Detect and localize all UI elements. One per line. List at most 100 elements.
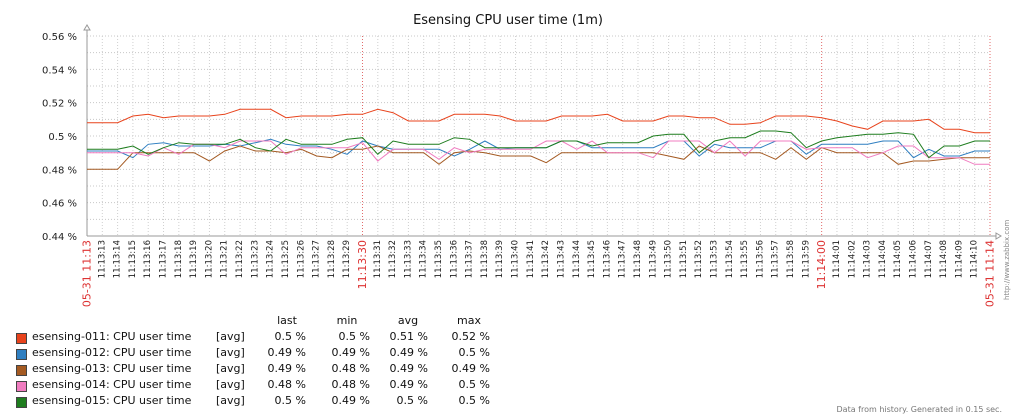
y-tick-label: 0.5 %: [48, 132, 77, 143]
y-tick-label: 0.48 %: [42, 165, 77, 176]
x-tick-label: 11:13:38: [480, 240, 490, 278]
legend-series-avg: 0.49 %: [389, 362, 428, 375]
legend-series-last: 0.49 %: [267, 362, 306, 375]
y-tick-label: 0.44 %: [42, 232, 77, 243]
legend-swatch: [16, 397, 27, 408]
chart-title: Esensing CPU user time (1m): [413, 13, 603, 28]
x-tick-label: 11:13:24: [266, 240, 276, 278]
legend-series-func: [avg]: [216, 378, 245, 391]
legend-series-func: [avg]: [216, 330, 245, 343]
x-tick-label: 11:14:07: [924, 240, 934, 278]
legend-series-min: 0.5 %: [338, 330, 370, 343]
x-tick-label: 11:13:32: [388, 240, 398, 278]
x-tick-label: 11:13:33: [403, 240, 413, 278]
x-tick-label: 11:13:34: [419, 240, 429, 278]
legend-series-name: esensing-015: CPU user time: [32, 394, 192, 407]
legend-series-avg: 0.49 %: [389, 378, 428, 391]
legend-swatch: [16, 381, 27, 392]
legend-series-name: esensing-012: CPU user time: [32, 346, 192, 359]
x-tick-label: 11:14:08: [939, 240, 949, 278]
legend-series-name: esensing-011: CPU user time: [32, 330, 192, 343]
x-tick-label: 11:13:54: [725, 240, 735, 278]
y-tick-label: 0.46 %: [42, 199, 77, 210]
legend-row-esensing-013: esensing-013: CPU user time [avg] 0.49 %…: [10, 362, 530, 378]
legend-series-min: 0.49 %: [331, 394, 370, 407]
x-tick-label: 11:14:02: [847, 240, 857, 278]
x-tick-label: 11:14:06: [908, 240, 918, 278]
legend-series-min: 0.48 %: [331, 378, 370, 391]
x-tick-label: 11:13:13: [97, 240, 107, 278]
legend-row-esensing-014: esensing-014: CPU user time [avg] 0.48 %…: [10, 378, 530, 394]
x-tick-label: 11:14:09: [954, 240, 964, 278]
series-line-esensing-012: [87, 138, 990, 159]
legend-swatch: [16, 333, 27, 344]
x-tick-label: 11:13:35: [434, 240, 444, 278]
x-tick-label: 11:13:59: [801, 240, 811, 278]
x-tick-label: 11:13:27: [312, 240, 322, 278]
x-tick-label: 11:13:23: [250, 240, 260, 278]
legend-series-avg: 0.5 %: [396, 394, 428, 407]
x-tick-label: 11:13:31: [373, 240, 383, 278]
x-tick-label: 11:13:53: [710, 240, 720, 278]
x-tick-label: 11:13:47: [618, 240, 628, 278]
legend-series-name: esensing-013: CPU user time: [32, 362, 192, 375]
x-tick-label: 11:13:39: [495, 240, 505, 278]
x-tick-label: 11:13:37: [465, 240, 475, 278]
x-tick-label: 11:14:00: [815, 240, 828, 289]
x-tick-label: 11:14:10: [970, 240, 980, 278]
x-tick-label: 05-31 11:14: [984, 240, 997, 307]
legend-series-func: [avg]: [216, 362, 245, 375]
y-tick-label: 0.56 %: [42, 32, 77, 43]
series-line-esensing-014: [87, 140, 990, 165]
legend-series-max: 0.5 %: [458, 378, 490, 391]
legend-series-max: 0.5 %: [458, 394, 490, 407]
legend-series-func: [avg]: [216, 346, 245, 359]
legend-header: last min avg max: [10, 314, 530, 330]
x-tick-label: 11:13:36: [449, 240, 459, 278]
legend-header-avg: avg: [397, 314, 419, 327]
x-tick-label: 11:13:43: [556, 240, 566, 278]
legend-row-esensing-011: esensing-011: CPU user time [avg] 0.5 % …: [10, 330, 530, 346]
series-line-esensing-015: [87, 130, 990, 159]
x-tick-label: 11:13:16: [143, 240, 153, 278]
legend-series-last: 0.5 %: [274, 394, 306, 407]
legend-header-last: last: [277, 314, 297, 327]
x-tick-label: 11:14:04: [878, 240, 888, 278]
legend-series-max: 0.5 %: [458, 346, 490, 359]
x-axis-arrow: [995, 232, 1002, 240]
legend-series-max: 0.49 %: [451, 362, 490, 375]
legend-swatch: [16, 365, 27, 376]
legend-header-min: min: [336, 314, 358, 327]
x-tick-label: 11:13:52: [694, 240, 704, 278]
x-tick-label: 11:13:56: [755, 240, 765, 278]
x-tick-label: 11:13:44: [572, 240, 582, 278]
legend-row-esensing-015: esensing-015: CPU user time [avg] 0.5 % …: [10, 394, 530, 410]
x-tick-label: 11:13:41: [526, 240, 536, 278]
legend-series-min: 0.49 %: [331, 346, 370, 359]
x-tick-label: 11:13:55: [740, 240, 750, 278]
x-tick-label: 11:14:05: [893, 240, 903, 278]
legend-header-max: max: [457, 314, 481, 327]
y-tick-label: 0.54 %: [42, 65, 77, 76]
legend-series-max: 0.52 %: [451, 330, 490, 343]
x-tick-label: 05-31 11:13: [81, 240, 94, 307]
generation-footer: Data from history. Generated in 0.15 sec…: [836, 405, 1002, 414]
legend-series-avg: 0.51 %: [389, 330, 428, 343]
x-tick-label: 11:13:42: [541, 240, 551, 278]
x-tick-label: 11:13:15: [128, 240, 138, 278]
legend-series-func: [avg]: [216, 394, 245, 407]
legend-series-last: 0.48 %: [267, 378, 306, 391]
legend-swatch: [16, 349, 27, 360]
legend-series-name: esensing-014: CPU user time: [32, 378, 192, 391]
x-tick-label: 11:13:19: [189, 240, 199, 278]
x-tick-label: 11:13:49: [648, 240, 658, 278]
x-tick-label: 11:13:45: [587, 240, 597, 278]
legend-series-avg: 0.49 %: [389, 346, 428, 359]
x-tick-label: 11:13:50: [664, 240, 674, 278]
x-tick-label: 11:13:40: [511, 240, 521, 278]
legend: last min avg max esensing-011: CPU user …: [10, 314, 530, 410]
x-tick-label: 11:13:20: [204, 240, 214, 278]
legend-series-last: 0.5 %: [274, 330, 306, 343]
x-tick-label: 11:13:48: [633, 240, 643, 278]
